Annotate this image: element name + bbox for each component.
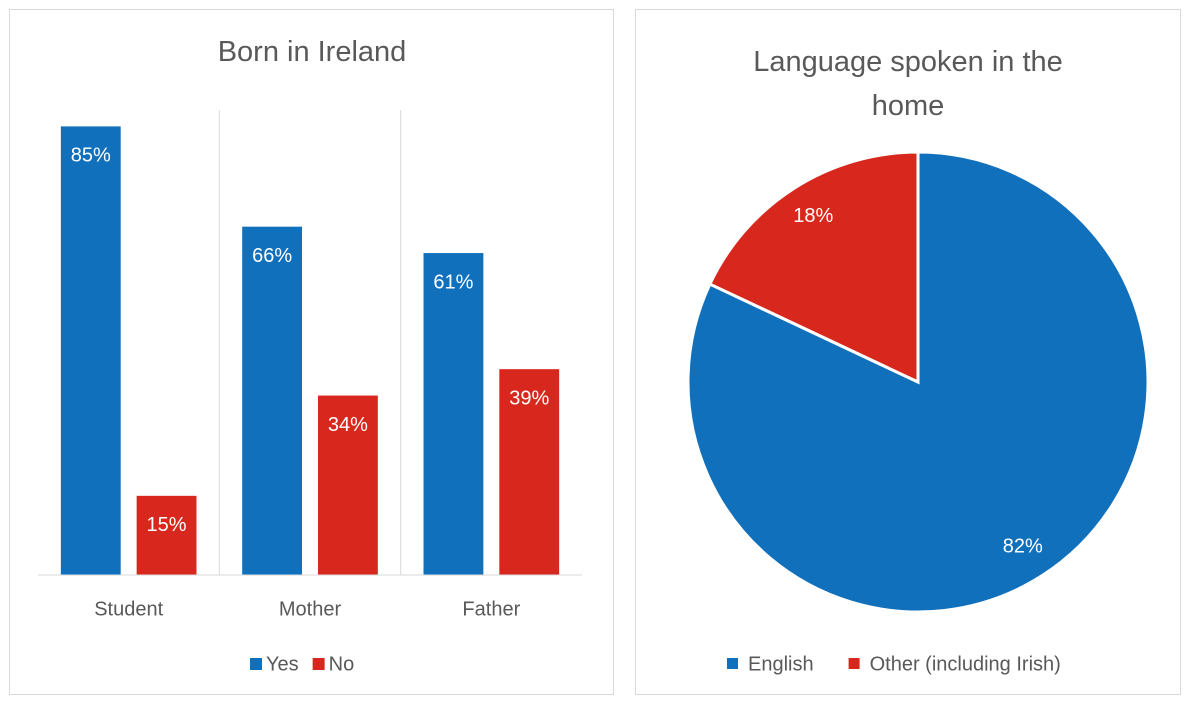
- data-label: 85%: [71, 145, 111, 167]
- legend-label: English: [748, 653, 814, 675]
- data-label: 18%: [793, 205, 833, 227]
- legend-swatch: [250, 658, 262, 670]
- x-tick-label: Student: [94, 598, 163, 620]
- bar: [136, 495, 197, 575]
- data-label: 82%: [1003, 535, 1043, 557]
- data-label: 66%: [252, 245, 292, 267]
- x-tick-label: Mother: [279, 598, 342, 620]
- bar: [317, 395, 378, 575]
- legend-swatch: [848, 658, 860, 669]
- bar: [499, 369, 560, 575]
- legend-label: Yes: [266, 653, 299, 675]
- legend-swatch: [727, 658, 738, 669]
- data-label: 15%: [147, 514, 187, 536]
- bar: [423, 253, 484, 576]
- bar: [60, 126, 121, 575]
- data-label: 39%: [509, 387, 549, 409]
- legend-label: No: [329, 653, 355, 675]
- chart-title: Language spoken in the home: [753, 46, 1063, 122]
- x-tick-label: Father: [462, 598, 520, 620]
- pie-slice: [686, 150, 1150, 614]
- pie-slice: [707, 150, 920, 385]
- legend-swatch: [312, 658, 325, 670]
- data-label: 34%: [328, 414, 368, 436]
- data-label: 61%: [433, 271, 473, 293]
- bar: [242, 226, 303, 575]
- legend-label: Other (including Irish): [870, 653, 1061, 675]
- chart-title: Born in Ireland: [217, 36, 407, 68]
